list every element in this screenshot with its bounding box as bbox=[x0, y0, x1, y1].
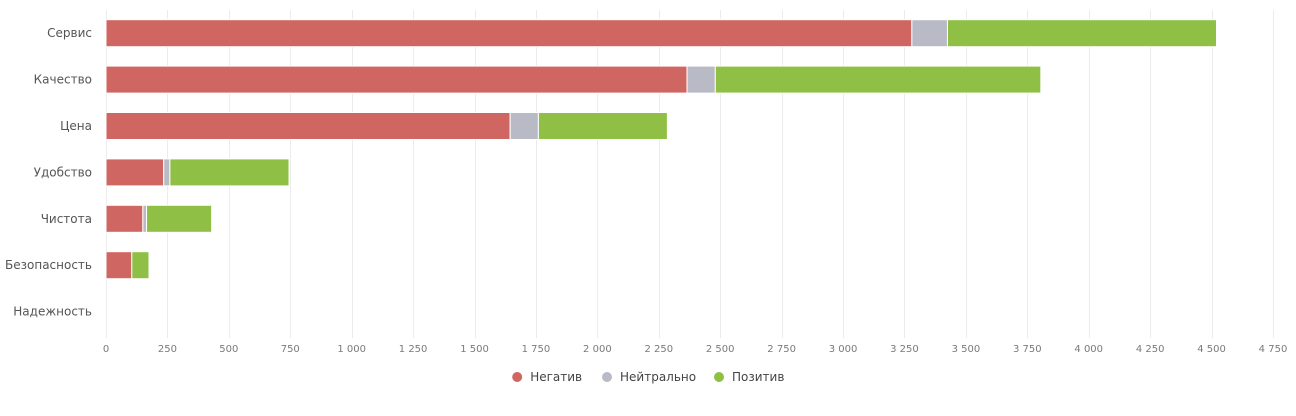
category-label: Безопасность bbox=[5, 258, 92, 272]
x-tick-label: 2 500 bbox=[706, 344, 735, 355]
bar-segment[interactable] bbox=[946, 19, 1217, 48]
category-axis-labels: Сервис Качество Цена Удобство Чистота Безопас… bbox=[5, 26, 92, 318]
bar-segment[interactable] bbox=[509, 112, 539, 140]
value-axis-ticks: 0 250 500 750 1 000 1 250 1 500 1 750 2 000 2 250… bbox=[103, 344, 1288, 355]
grid-lines bbox=[106, 10, 1274, 338]
category-label: Удобство bbox=[34, 165, 92, 179]
bars bbox=[105, 19, 1217, 280]
x-tick-label: 4 250 bbox=[1136, 344, 1165, 355]
x-tick-label: 3 250 bbox=[890, 344, 919, 355]
category-label: Надежность bbox=[13, 305, 92, 319]
bar-segment[interactable] bbox=[105, 158, 165, 187]
bar-segment[interactable] bbox=[537, 112, 668, 140]
category-label: Чистота bbox=[41, 212, 92, 226]
category-label: Сервис bbox=[47, 26, 92, 40]
bar-segment[interactable] bbox=[169, 158, 290, 187]
category-label: Качество bbox=[34, 73, 92, 87]
x-tick-label: 1 500 bbox=[460, 344, 489, 355]
bar-segment[interactable] bbox=[142, 204, 148, 233]
bar-segment[interactable] bbox=[105, 65, 688, 94]
x-tick-label: 2 750 bbox=[767, 344, 796, 355]
bar-segment[interactable] bbox=[105, 112, 511, 140]
x-tick-label: 2 250 bbox=[644, 344, 673, 355]
bar-segment[interactable] bbox=[131, 251, 150, 280]
x-tick-label: 0 bbox=[103, 344, 109, 355]
x-tick-label: 1 000 bbox=[337, 344, 366, 355]
bar-segment[interactable] bbox=[146, 204, 213, 233]
x-tick-label: 3 750 bbox=[1013, 344, 1042, 355]
legend-marker bbox=[602, 372, 612, 382]
x-tick-label: 500 bbox=[219, 344, 238, 355]
legend: Негатив Нейтрально Позитив bbox=[512, 370, 784, 384]
x-tick-label: 1 250 bbox=[399, 344, 428, 355]
x-tick-label: 250 bbox=[158, 344, 177, 355]
x-tick-label: 3 000 bbox=[829, 344, 858, 355]
legend-label[interactable]: Позитив bbox=[732, 370, 784, 384]
x-tick-label: 4 500 bbox=[1197, 344, 1226, 355]
x-tick-label: 750 bbox=[281, 344, 300, 355]
bar-segment[interactable] bbox=[686, 65, 716, 94]
x-tick-label: 4 750 bbox=[1259, 344, 1288, 355]
legend-marker bbox=[714, 372, 724, 382]
bar-segment[interactable] bbox=[105, 204, 144, 233]
bar-segment[interactable] bbox=[911, 19, 948, 48]
x-tick-label: 3 500 bbox=[952, 344, 981, 355]
legend-label[interactable]: Нейтрально bbox=[620, 370, 696, 384]
category-label: Цена bbox=[60, 119, 92, 133]
legend-label[interactable]: Негатив bbox=[530, 370, 582, 384]
bar-segment[interactable] bbox=[163, 158, 171, 187]
bar-segment[interactable] bbox=[105, 19, 913, 48]
legend-marker bbox=[512, 372, 523, 382]
x-tick-label: 1 750 bbox=[522, 344, 551, 355]
x-tick-label: 2 000 bbox=[583, 344, 612, 355]
bar-segment[interactable] bbox=[714, 65, 1042, 94]
bar-segment[interactable] bbox=[105, 251, 133, 280]
x-tick-label: 4 000 bbox=[1074, 344, 1103, 355]
